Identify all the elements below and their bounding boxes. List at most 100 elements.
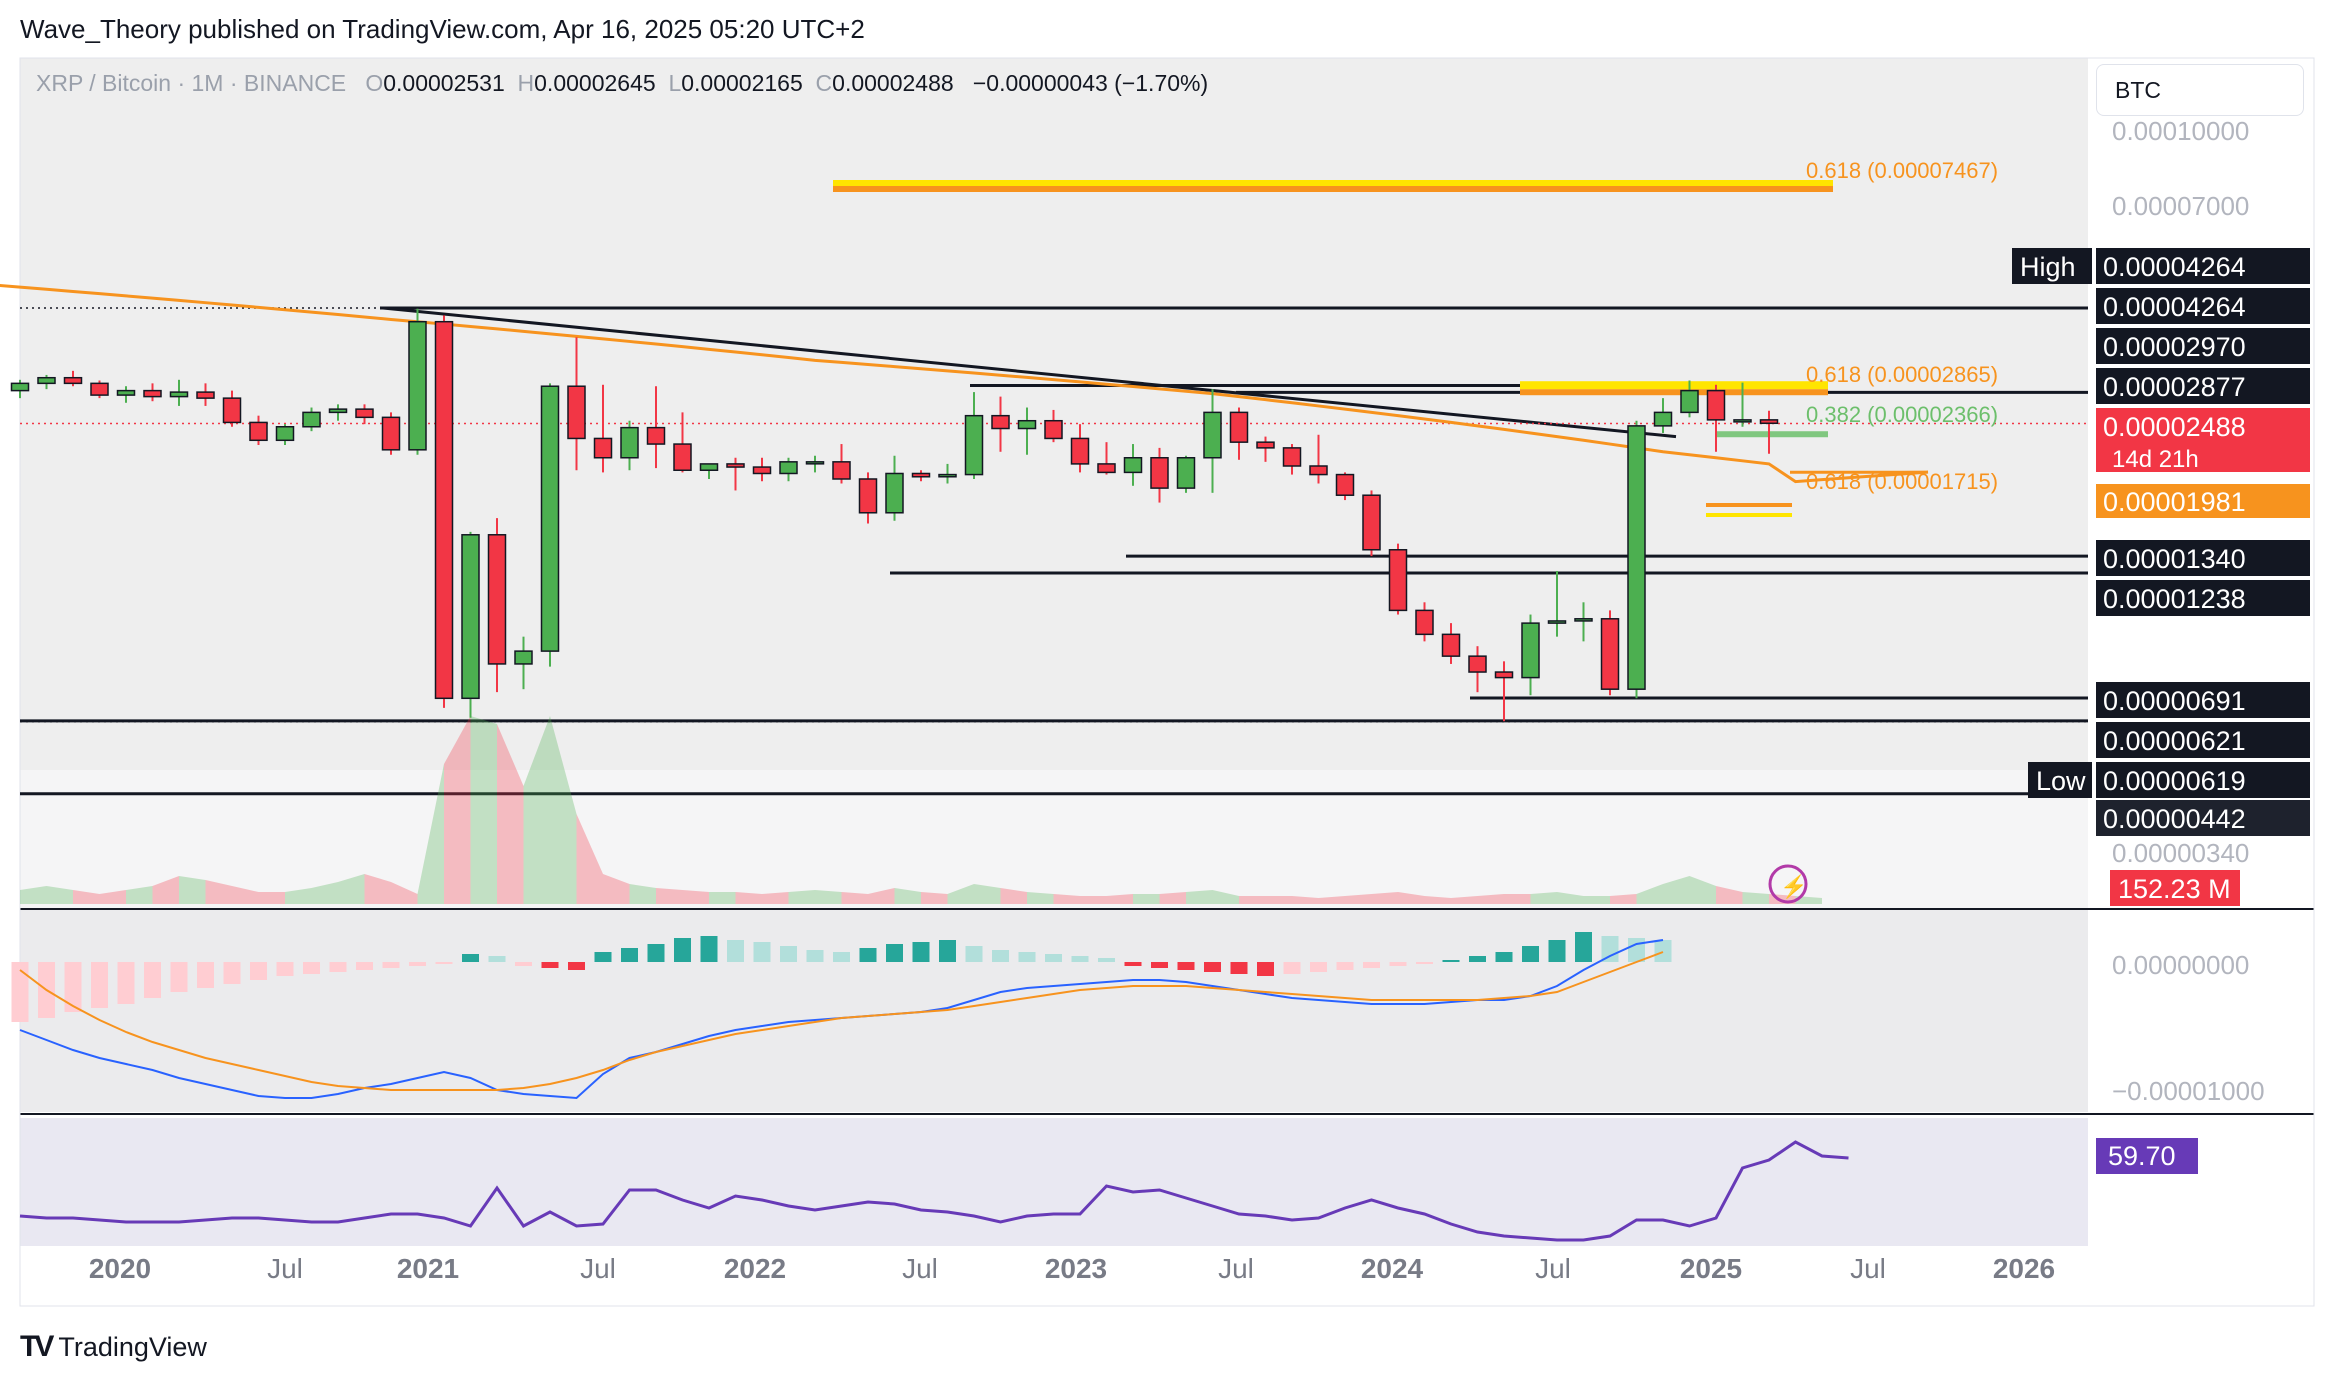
macd-histogram-bar [727, 940, 744, 962]
candle-body [1759, 419, 1779, 425]
candle-body [1335, 473, 1355, 496]
macd-histogram-bar [488, 956, 506, 962]
fib-label: 0.618 (0.00007467) [1806, 158, 1998, 183]
candle-body [381, 416, 401, 451]
price-label-box [2096, 722, 2310, 758]
price-label-box [2096, 288, 2310, 324]
volume-area [1239, 896, 1266, 904]
volume-area [1477, 894, 1504, 904]
candle-body [1547, 620, 1567, 624]
volume-area [576, 814, 603, 904]
candle-body [1680, 389, 1699, 414]
candle-body [646, 426, 666, 445]
candle-body [1309, 465, 1328, 476]
macd-histogram-bar [64, 962, 82, 1012]
macd-histogram-bar [1071, 956, 1089, 962]
time-axis-label: 2024 [1361, 1253, 1424, 1284]
candle-body [355, 408, 374, 419]
price-label-box [2096, 762, 2310, 798]
candle-body [328, 408, 348, 414]
macd-histogram-bar [1177, 962, 1195, 970]
candle-body [1733, 419, 1752, 423]
volume-area [338, 874, 365, 904]
macd-histogram-bar [329, 962, 347, 972]
candle-body [699, 463, 719, 471]
volume-area [1530, 892, 1557, 904]
volume-area [1345, 894, 1372, 904]
time-axis-label: Jul [580, 1253, 616, 1284]
candle-body [222, 397, 242, 424]
volume-area [46, 886, 73, 904]
candle-body [1574, 618, 1593, 622]
price-label-value: 0.00000619 [2103, 766, 2246, 796]
last-price-value: 0.00002488 [2103, 412, 2246, 442]
candle-body [1097, 463, 1116, 474]
macd-histogram-bar [700, 936, 718, 962]
price-label-box [2096, 328, 2310, 364]
macd-histogram-bar [780, 946, 797, 962]
low-value: 0.00002165 [681, 70, 803, 96]
volume-area [603, 874, 630, 904]
volume-area [1292, 896, 1319, 904]
macd-histogram-bar [1416, 962, 1433, 964]
candle-body [964, 414, 984, 476]
candle-body [1494, 671, 1514, 679]
macd-histogram-bar [1548, 940, 1566, 962]
price-label-box [2096, 248, 2310, 284]
price-label-box [2096, 580, 2310, 616]
volume-area [73, 890, 100, 904]
macd-histogram-bar [939, 940, 956, 962]
macd-histogram-bar [806, 950, 824, 962]
candle-body [302, 411, 321, 428]
candle-body [1229, 411, 1249, 443]
high-label: H [517, 70, 535, 96]
fib-band-yellow [1706, 513, 1792, 517]
time-axis-label: 2022 [724, 1253, 786, 1284]
volume-area [629, 884, 656, 904]
volume-tag [2110, 870, 2240, 906]
macd-histogram-bar [382, 962, 400, 968]
macd-histogram-bar [753, 942, 771, 962]
volume-area [1265, 896, 1292, 904]
symbol-label[interactable]: XRP / Bitcoin · 1M · BINANCE [36, 70, 347, 96]
macd-histogram-bar [594, 952, 612, 962]
macd-histogram-bar [91, 962, 108, 1008]
volume-area [126, 886, 153, 904]
price-label-box [2096, 800, 2310, 836]
time-axis-label: Jul [902, 1253, 938, 1284]
currency-button[interactable]: BTC [2096, 64, 2304, 116]
macd-histogram-bar [1204, 962, 1221, 972]
macd-histogram-bar [1018, 952, 1036, 962]
fib-label: 0.618 (0.00002865) [1806, 362, 1998, 387]
fib-band-orange [1706, 503, 1792, 507]
volume-area [20, 886, 47, 904]
tradingview-logo[interactable]: TV TradingView [20, 1330, 207, 1364]
price-label-tag [2028, 762, 2092, 798]
price-label-box [2096, 540, 2310, 576]
bar-countdown: 14d 21h [2112, 446, 2199, 473]
candle-body [1150, 457, 1169, 489]
volume-area [1212, 890, 1239, 904]
macd-histogram-bar [144, 962, 161, 998]
last-price-tag [2096, 408, 2310, 472]
macd-histogram-bar [992, 950, 1009, 962]
candle-body [1070, 437, 1090, 465]
macd-histogram-bar [621, 948, 638, 962]
macd-histogram-bar [912, 942, 930, 962]
candle-body [196, 391, 215, 399]
rsi-value: 59.70 [2108, 1141, 2176, 1171]
candle-body [1521, 622, 1540, 679]
macd-signal-line [19, 951, 1664, 1091]
volume-area [1610, 894, 1637, 904]
candle-body [911, 472, 931, 478]
price-axis-tick: 0.00007000 [2112, 191, 2249, 221]
low-label: L [668, 70, 682, 96]
candle-body [1468, 655, 1487, 673]
macd-axis-tick: 0.00000000 [2112, 950, 2249, 980]
candle-body [408, 320, 427, 451]
ema-price-value: 0.00001981 [2103, 487, 2246, 517]
price-label-value: 0.00000691 [2103, 686, 2246, 716]
price-label-value: 0.00001340 [2103, 544, 2246, 574]
macd-histogram-bar [859, 948, 877, 962]
